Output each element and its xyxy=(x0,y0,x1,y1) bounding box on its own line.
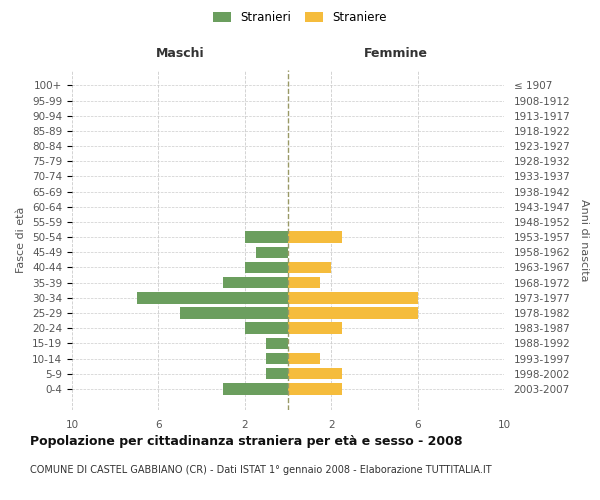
Bar xyxy=(266,368,288,380)
Legend: Stranieri, Straniere: Stranieri, Straniere xyxy=(213,11,387,24)
Bar xyxy=(245,262,288,273)
Text: COMUNE DI CASTEL GABBIANO (CR) - Dati ISTAT 1° gennaio 2008 - Elaborazione TUTTI: COMUNE DI CASTEL GABBIANO (CR) - Dati IS… xyxy=(30,465,491,475)
Bar xyxy=(288,232,342,243)
Bar xyxy=(288,262,331,273)
Text: Maschi: Maschi xyxy=(155,47,205,60)
Bar xyxy=(288,368,342,380)
Y-axis label: Fasce di età: Fasce di età xyxy=(16,207,26,273)
Y-axis label: Anni di nascita: Anni di nascita xyxy=(579,198,589,281)
Text: Popolazione per cittadinanza straniera per età e sesso - 2008: Popolazione per cittadinanza straniera p… xyxy=(30,435,463,448)
Bar xyxy=(256,246,288,258)
Bar xyxy=(245,232,288,243)
Bar xyxy=(288,277,320,288)
Bar xyxy=(288,383,342,394)
Text: Femmine: Femmine xyxy=(364,47,428,60)
Bar xyxy=(288,322,342,334)
Bar xyxy=(288,292,418,304)
Bar xyxy=(223,277,288,288)
Bar xyxy=(288,353,320,364)
Bar xyxy=(180,308,288,318)
Bar xyxy=(223,383,288,394)
Bar xyxy=(245,322,288,334)
Bar xyxy=(266,353,288,364)
Bar xyxy=(137,292,288,304)
Bar xyxy=(266,338,288,349)
Bar xyxy=(288,308,418,318)
